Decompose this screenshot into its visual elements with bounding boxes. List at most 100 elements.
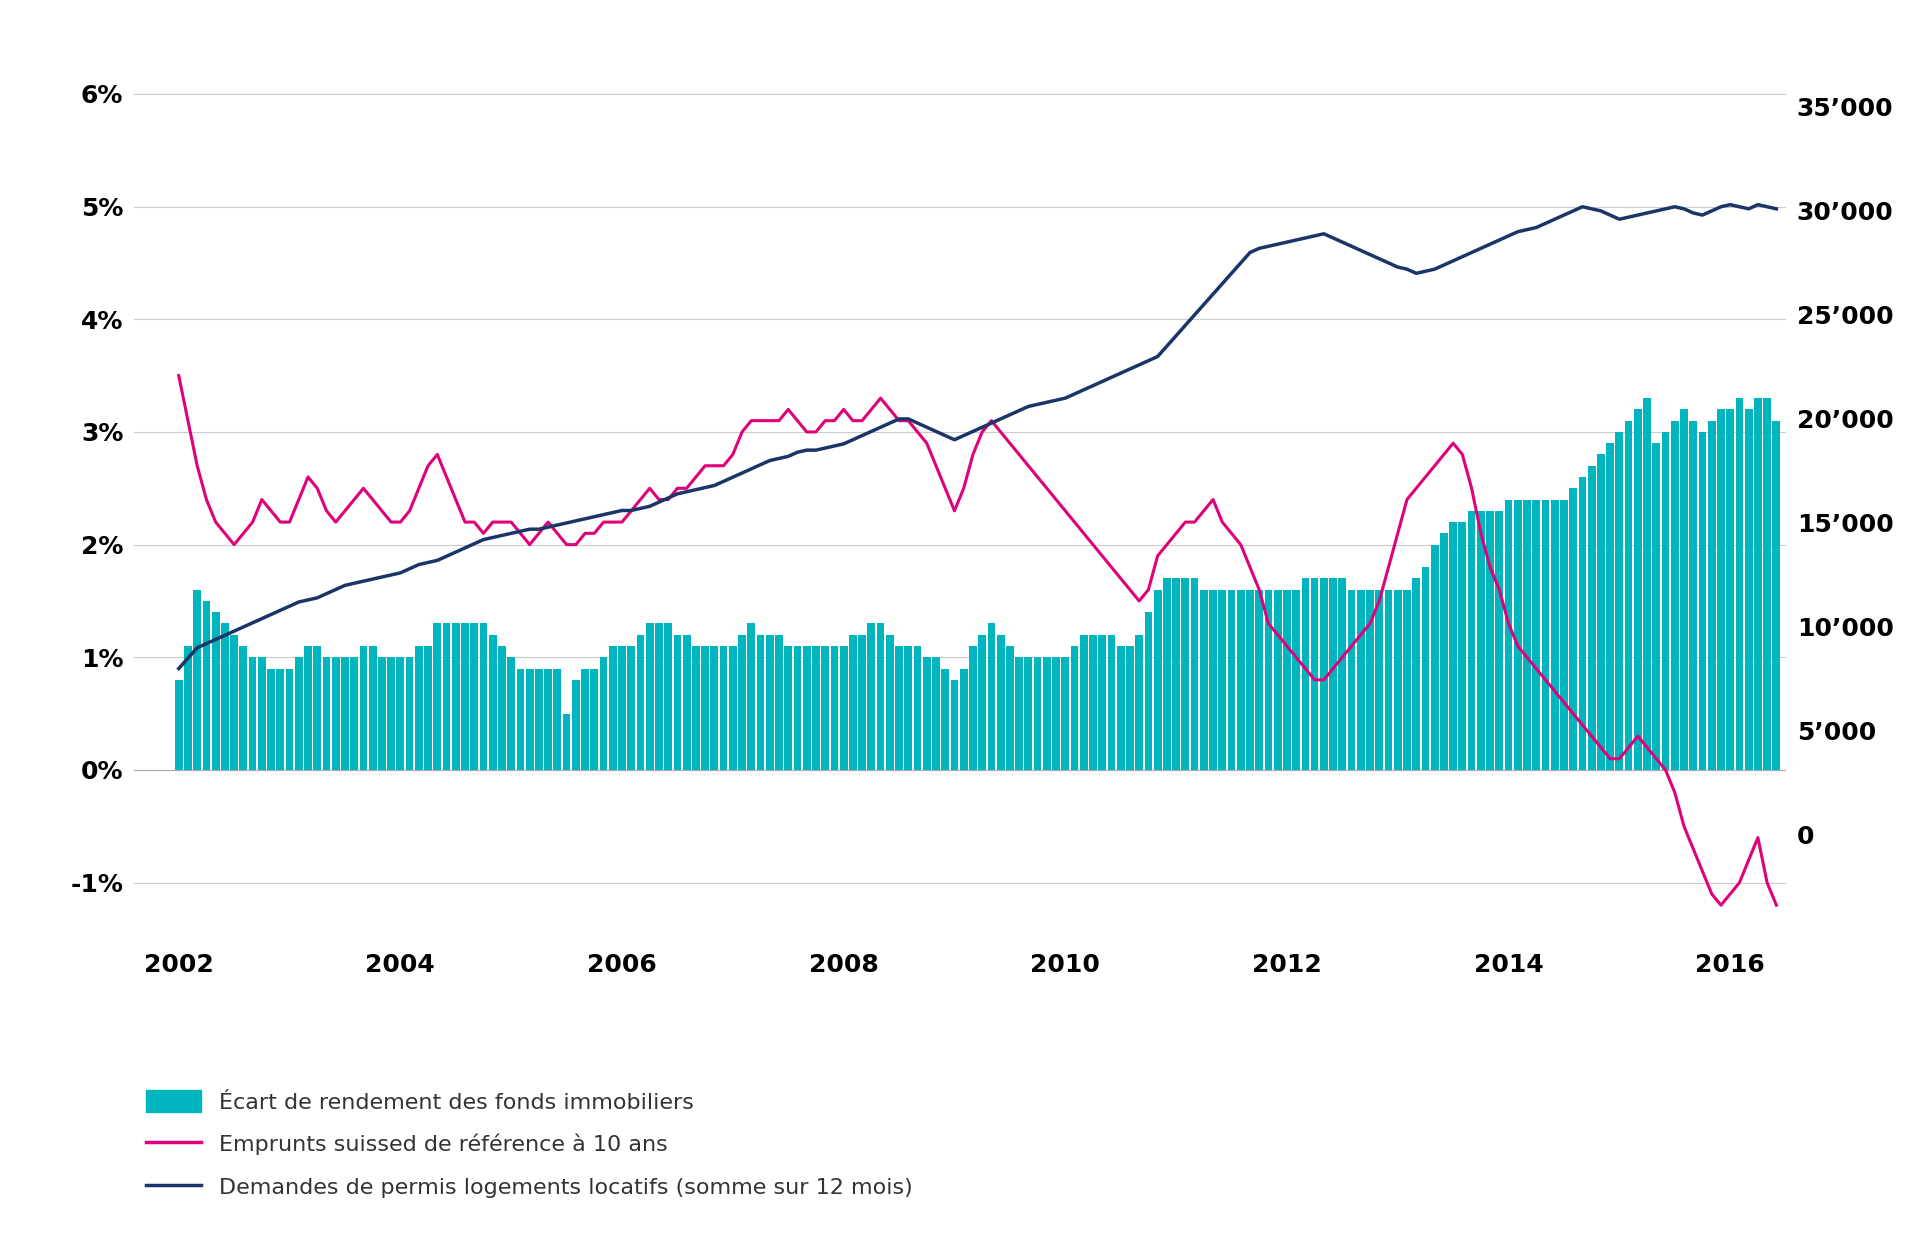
Bar — [1476, 511, 1484, 770]
Bar — [618, 646, 626, 770]
Bar — [785, 646, 793, 770]
Bar — [444, 623, 451, 770]
Bar — [1135, 635, 1142, 770]
Bar — [904, 646, 912, 770]
Bar — [637, 635, 645, 770]
Bar — [1227, 590, 1235, 770]
Bar — [1219, 590, 1227, 770]
Bar — [868, 623, 876, 770]
Bar — [701, 646, 708, 770]
Bar — [684, 635, 691, 770]
Bar — [497, 646, 505, 770]
Bar — [1108, 635, 1116, 770]
Bar — [895, 646, 902, 770]
Bar — [1661, 432, 1668, 770]
Bar — [950, 680, 958, 770]
Bar — [572, 680, 580, 770]
Bar — [276, 669, 284, 770]
Bar — [1256, 590, 1263, 770]
Bar — [885, 635, 893, 770]
Bar — [996, 635, 1004, 770]
Bar — [1745, 409, 1753, 770]
Legend: Écart de rendement des fonds immobiliers, Emprunts suissed de référence à 10 ans: Écart de rendement des fonds immobiliers… — [146, 1089, 912, 1198]
Bar — [1513, 500, 1523, 770]
Bar — [1624, 421, 1632, 770]
Bar — [1173, 578, 1181, 770]
Bar — [1079, 635, 1087, 770]
Bar — [1486, 511, 1494, 770]
Bar — [776, 635, 783, 770]
Bar — [1542, 500, 1549, 770]
Bar — [1680, 409, 1688, 770]
Bar — [1071, 646, 1079, 770]
Bar — [858, 635, 866, 770]
Bar — [1338, 578, 1346, 770]
Bar — [1265, 590, 1273, 770]
Bar — [349, 657, 357, 770]
Bar — [1329, 578, 1336, 770]
Bar — [803, 646, 810, 770]
Bar — [1357, 590, 1365, 770]
Bar — [849, 635, 856, 770]
Bar — [470, 623, 478, 770]
Bar — [691, 646, 699, 770]
Bar — [1440, 533, 1448, 770]
Bar — [1089, 635, 1096, 770]
Bar — [766, 635, 774, 770]
Bar — [526, 669, 534, 770]
Bar — [730, 646, 737, 770]
Bar — [1319, 578, 1329, 770]
Bar — [1181, 578, 1188, 770]
Bar — [1246, 590, 1254, 770]
Bar — [1763, 398, 1770, 770]
Bar — [1283, 590, 1290, 770]
Bar — [1016, 657, 1023, 770]
Bar — [323, 657, 330, 770]
Bar — [1006, 646, 1014, 770]
Bar — [674, 635, 682, 770]
Bar — [1699, 432, 1707, 770]
Bar — [1532, 500, 1540, 770]
Bar — [960, 669, 968, 770]
Bar — [1144, 612, 1152, 770]
Bar — [1190, 578, 1198, 770]
Bar — [1210, 590, 1217, 770]
Bar — [1394, 590, 1402, 770]
Bar — [1154, 590, 1162, 770]
Bar — [221, 623, 228, 770]
Bar — [877, 623, 885, 770]
Bar — [1302, 578, 1309, 770]
Bar — [1755, 398, 1763, 770]
Bar — [313, 646, 321, 770]
Bar — [1597, 454, 1605, 770]
Bar — [1653, 443, 1661, 770]
Bar — [1736, 398, 1743, 770]
Bar — [1348, 590, 1356, 770]
Bar — [756, 635, 764, 770]
Bar — [914, 646, 922, 770]
Bar — [1367, 590, 1375, 770]
Bar — [461, 623, 468, 770]
Bar — [397, 657, 405, 770]
Bar — [1117, 646, 1125, 770]
Bar — [1404, 590, 1411, 770]
Bar — [747, 623, 755, 770]
Bar — [987, 623, 995, 770]
Bar — [296, 657, 303, 770]
Bar — [480, 623, 488, 770]
Bar — [286, 669, 294, 770]
Bar — [1025, 657, 1033, 770]
Bar — [434, 623, 442, 770]
Bar — [194, 590, 202, 770]
Bar — [1505, 500, 1513, 770]
Bar — [1569, 488, 1576, 770]
Bar — [1200, 590, 1208, 770]
Bar — [1430, 545, 1438, 770]
Bar — [979, 635, 987, 770]
Bar — [1496, 511, 1503, 770]
Bar — [184, 646, 192, 770]
Bar — [655, 623, 662, 770]
Bar — [1164, 578, 1171, 770]
Bar — [1690, 421, 1697, 770]
Bar — [1236, 590, 1244, 770]
